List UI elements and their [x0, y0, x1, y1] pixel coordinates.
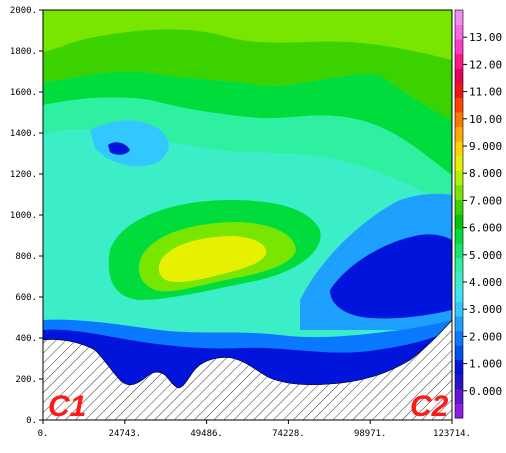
colorbar-swatch — [455, 82, 463, 98]
colorbar-swatch — [455, 374, 463, 390]
band-top-lime — [43, 10, 452, 60]
colorbar-label: 6.000 — [469, 222, 502, 235]
x-tick-label: 24743. — [109, 429, 142, 439]
y-tick-label: 200. — [15, 375, 37, 385]
x-tick-label: 74228. — [272, 429, 305, 439]
colorbar-label: 11.00 — [469, 86, 502, 99]
colorbar-swatch — [455, 316, 463, 332]
colorbar-label: 4.000 — [469, 276, 502, 289]
colorbar-swatch — [455, 141, 463, 157]
colorbar-swatch — [455, 170, 463, 186]
y-tick-label: 600. — [15, 293, 37, 303]
colorbar-label: 7.000 — [469, 194, 502, 207]
y-tick-label: 1000. — [10, 211, 37, 221]
y-tick-label: 800. — [15, 252, 37, 262]
colorbar-swatch — [455, 330, 463, 346]
colorbar-swatch — [455, 53, 463, 69]
colorbar-label: 13.00 — [469, 31, 502, 44]
y-tick-label: 2000. — [10, 6, 37, 16]
x-tick-label: 0. — [38, 429, 49, 439]
plot-area — [43, 10, 452, 420]
blob-yellow — [158, 236, 267, 283]
colorbar-label: 10.00 — [469, 113, 502, 126]
colorbar-swatch — [455, 243, 463, 259]
colorbar-swatch — [455, 184, 463, 200]
colorbar-swatch — [455, 126, 463, 142]
terrain-hatch — [43, 319, 452, 420]
colorbar-swatch — [455, 97, 463, 113]
colorbar-label: 3.000 — [469, 303, 502, 316]
colorbar-swatch — [455, 286, 463, 302]
colorbar-label: 12.00 — [469, 58, 502, 71]
colorbar-label: 0.000 — [469, 385, 502, 398]
colorbar-swatch — [455, 10, 463, 26]
colorbar-swatch — [455, 39, 463, 55]
patch-light-blue-1 — [90, 120, 169, 167]
colorbar-swatch — [455, 228, 463, 244]
colorbar-swatch — [455, 257, 463, 273]
y-tick-label: 400. — [15, 334, 37, 344]
y-tick-label: 1400. — [10, 129, 37, 139]
x-axis: 0. 24743. 49486. 74228. 98971. 123714. — [38, 420, 471, 439]
colorbar-swatch — [455, 272, 463, 288]
x-tick-label: 123714. — [433, 429, 471, 439]
region-deep-blue-right — [330, 234, 452, 319]
patch-blue-dark — [108, 142, 130, 155]
colorbar: 0.000 1.000 2.000 3.000 4.000 5.000 6.000 7.000… — [454, 9, 502, 419]
colorbar-swatch — [455, 403, 463, 419]
colorbar-swatch — [455, 199, 463, 215]
y-axis: 0. 200. 400. 600. 800. 1000. 1200. 1400. 1600. 18… — [10, 6, 43, 426]
colorbar-swatch — [455, 214, 463, 230]
colorbar-swatch — [455, 112, 463, 128]
x-tick-label: 98971. — [354, 429, 387, 439]
colorbar-frame — [454, 9, 464, 419]
colorbar-label: 2.000 — [469, 330, 502, 343]
colorbar-swatch — [455, 301, 463, 317]
colorbar-label: 1.000 — [469, 358, 502, 371]
colorbar-swatch — [455, 155, 463, 171]
colorbar-swatch — [455, 68, 463, 84]
colorbar-label: 8.000 — [469, 167, 502, 180]
y-tick-label: 1200. — [10, 170, 37, 180]
y-tick-label: 0. — [26, 416, 37, 426]
y-tick-label: 1600. — [10, 88, 37, 98]
colorbar-swatch — [455, 388, 463, 404]
corner-label-right: C2 — [410, 390, 449, 423]
colorbar-swatch — [455, 359, 463, 375]
corner-label-left: C1 — [48, 390, 86, 423]
band-mid-green — [43, 71, 452, 175]
colorbar-swatch — [455, 345, 463, 361]
colorbar-label: 5.000 — [469, 249, 502, 262]
colorbar-swatch — [455, 24, 463, 40]
y-tick-label: 1800. — [10, 47, 37, 57]
x-tick-label: 49486. — [190, 429, 223, 439]
colorbar-label: 9.000 — [469, 140, 502, 153]
